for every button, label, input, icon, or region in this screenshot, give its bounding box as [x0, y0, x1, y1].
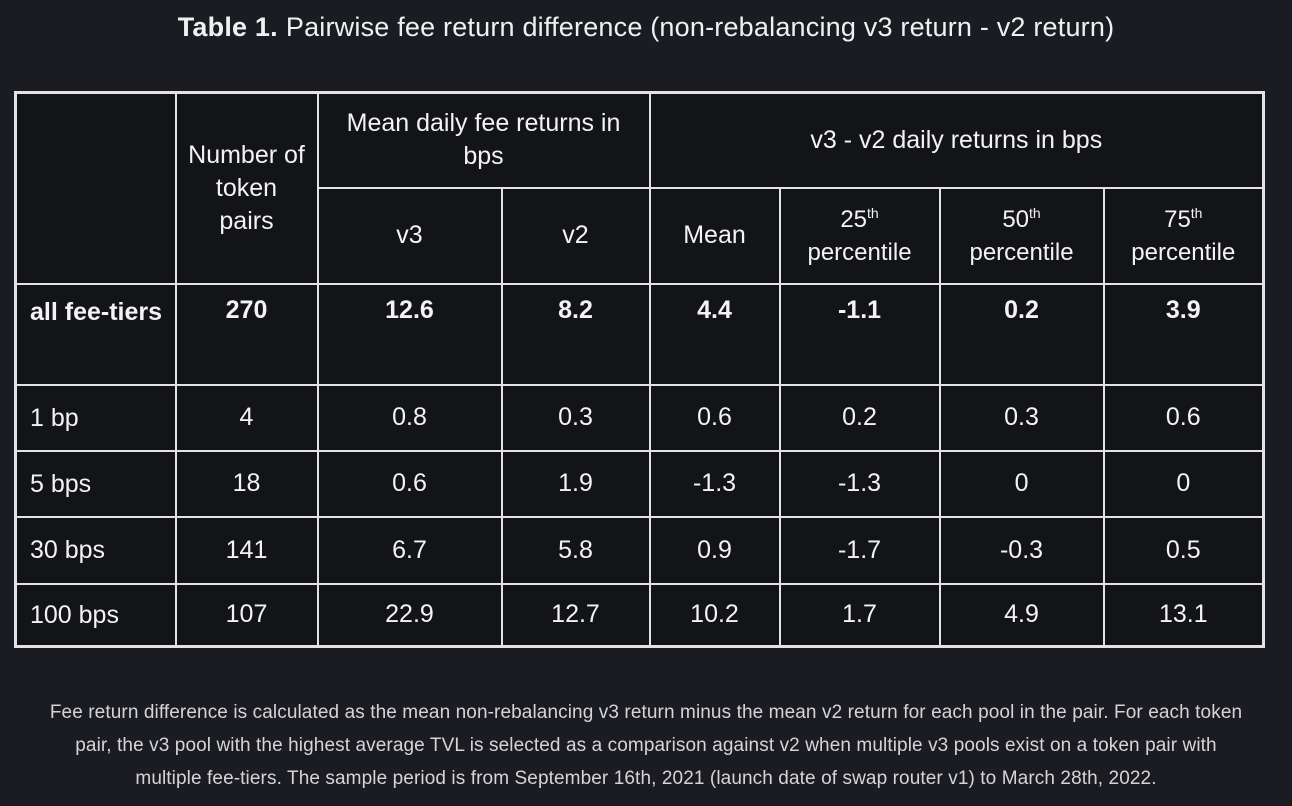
- col-header-number-of-token-pairs: Number of token pairs: [174, 91, 319, 285]
- col-header-25th-percentile: 25th percentile: [778, 186, 941, 285]
- cell-value: 270: [174, 282, 319, 386]
- percentile-word: percentile: [969, 238, 1074, 266]
- cell-value: 6.7: [316, 515, 503, 585]
- cell-value: -1.3: [778, 449, 941, 518]
- cell-value: 4: [174, 383, 319, 452]
- cell-value: -1.7: [778, 515, 941, 585]
- cell-value: 5.8: [500, 515, 651, 585]
- group-header-v3-minus-v2-returns: v3 - v2 daily returns in bps: [648, 91, 1265, 189]
- percentile-word: percentile: [807, 238, 912, 266]
- row-label: 100 bps: [14, 582, 177, 648]
- percentile-number-line: 50th: [945, 203, 1099, 236]
- cell-value: 1.9: [500, 449, 651, 518]
- cell-value: 18: [174, 449, 319, 518]
- table-row-30bps: 30 bps 141 6.7 5.8 0.9 -1.7 -0.3 0.5: [14, 515, 1265, 585]
- cell-value: -0.3: [938, 515, 1105, 585]
- cell-value: 0.2: [938, 282, 1105, 386]
- cell-value: 107: [174, 582, 319, 648]
- percentile-number: 25: [840, 205, 868, 233]
- footnote-line: multiple fee-tiers. The sample period is…: [135, 768, 1157, 789]
- table-title-text: Pairwise fee return difference (non-reba…: [285, 12, 1115, 42]
- corner-cell: [14, 91, 177, 285]
- cell-value: 0.6: [1102, 383, 1265, 452]
- cell-value: 12.6: [316, 282, 503, 386]
- percentile-superscript: th: [1190, 204, 1203, 221]
- cell-value: 0: [1102, 449, 1265, 518]
- table-row-100bps: 100 bps 107 22.9 12.7 10.2 1.7 4.9 13.1: [14, 582, 1265, 648]
- table-footnote: Fee return difference is calculated as t…: [0, 696, 1292, 795]
- col-header-50th-percentile: 50th percentile: [938, 186, 1105, 285]
- footnote-line: Fee return difference is calculated as t…: [49, 702, 1243, 723]
- cell-value: -1.3: [648, 449, 781, 518]
- cell-value: 0: [938, 449, 1105, 518]
- percentile-number: 75: [1164, 205, 1191, 233]
- cell-value: 0.9: [648, 515, 781, 585]
- cell-value: 13.1: [1102, 582, 1265, 648]
- cell-value: 0.2: [778, 383, 941, 452]
- col-header-75th-percentile: 75th percentile: [1102, 186, 1265, 285]
- percentile-superscript: th: [867, 204, 879, 221]
- col-header-mean: Mean: [648, 186, 781, 285]
- cell-value: 4.4: [648, 282, 781, 386]
- group-header-mean-daily-fee-returns: Mean daily fee returns in bps: [316, 91, 651, 189]
- table-row-1bp: 1 bp 4 0.8 0.3 0.6 0.2 0.3 0.6: [14, 383, 1265, 452]
- row-label: 30 bps: [14, 515, 177, 585]
- cell-value: 0.5: [1102, 515, 1265, 585]
- cell-value: 141: [174, 515, 319, 585]
- percentile-number: 50: [1002, 205, 1030, 233]
- cell-value: 0.3: [938, 383, 1105, 452]
- col-header-v3: v3: [316, 186, 503, 285]
- percentile-number-line: 25th: [785, 203, 935, 236]
- row-label: 5 bps: [14, 449, 177, 518]
- fee-return-table: Number of token pairs Mean daily fee ret…: [14, 91, 1266, 648]
- percentile-superscript: th: [1029, 204, 1041, 221]
- cell-value: 22.9: [316, 582, 503, 648]
- footnote-line: pair, the v3 pool with the highest avera…: [75, 735, 1217, 756]
- row-label: all fee-tiers: [14, 282, 177, 386]
- cell-value: 0.8: [316, 383, 503, 452]
- cell-value: 8.2: [500, 282, 651, 386]
- percentile-number-line: 75th: [1109, 203, 1259, 236]
- cell-value: 0.6: [648, 383, 781, 452]
- percentile-word: percentile: [1131, 238, 1236, 266]
- table-number-label: Table 1.: [177, 12, 278, 42]
- col-header-v2: v2: [500, 186, 651, 285]
- table-row-5bps: 5 bps 18 0.6 1.9 -1.3 -1.3 0 0: [14, 449, 1265, 518]
- cell-value: 3.9: [1102, 282, 1265, 386]
- cell-value: 4.9: [938, 582, 1105, 648]
- cell-value: 1.7: [778, 582, 941, 648]
- cell-value: -1.1: [778, 282, 941, 386]
- cell-value: 12.7: [500, 582, 651, 648]
- table-caption: Table 1. Pairwise fee return difference (…: [0, 0, 1292, 45]
- row-label: 1 bp: [14, 383, 177, 452]
- cell-value: 0.6: [316, 449, 503, 518]
- table-row-all-fee-tiers: all fee-tiers 270 12.6 8.2 4.4 -1.1 0.2 …: [14, 282, 1265, 386]
- cell-value: 0.3: [500, 383, 651, 452]
- cell-value: 10.2: [648, 582, 781, 648]
